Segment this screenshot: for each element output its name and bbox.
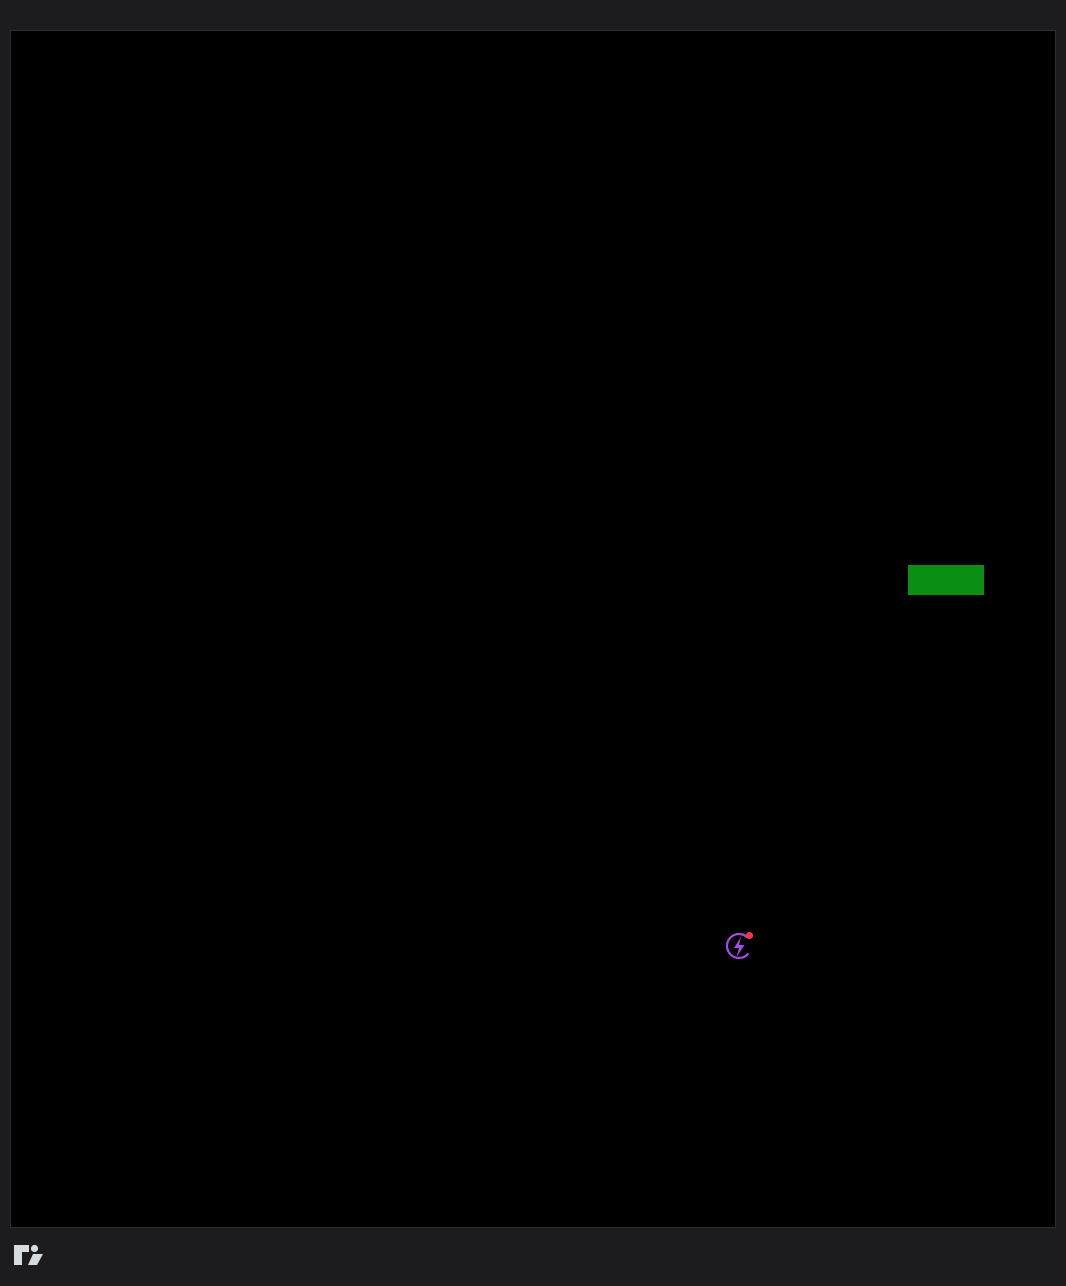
logo-bar	[0, 1228, 1066, 1286]
lightning-bolt-icon	[734, 937, 745, 957]
flash-ring	[725, 932, 753, 960]
notification-dot	[745, 931, 754, 940]
last-price-badge	[908, 565, 984, 595]
watermark-header	[0, 0, 1066, 30]
signal-flash-icon[interactable]	[722, 928, 756, 962]
tradingview-mark-icon	[14, 1244, 43, 1265]
chart-widget	[10, 30, 1056, 1228]
tradingview-logo[interactable]	[13, 1242, 61, 1268]
